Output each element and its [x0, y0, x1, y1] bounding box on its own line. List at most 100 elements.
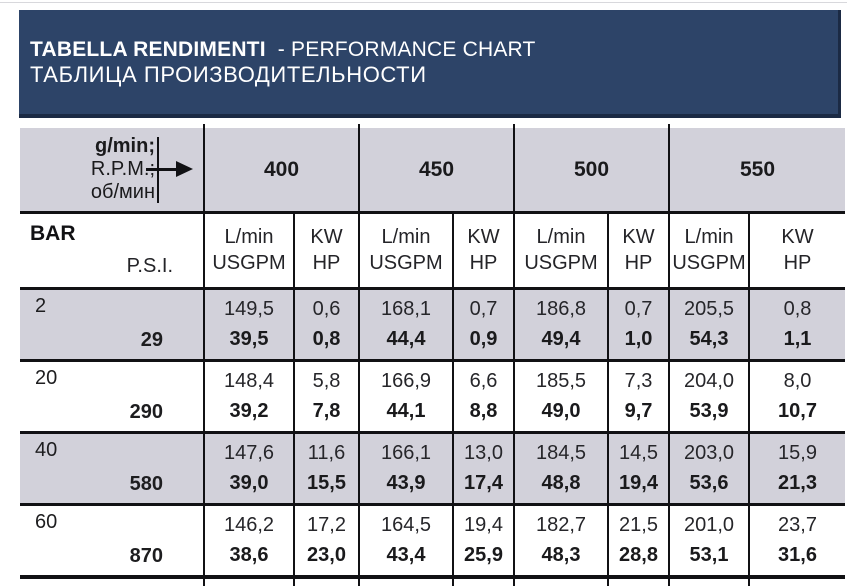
imperial-value: 19,4 [619, 472, 658, 494]
imperial-value: 38,6 [229, 544, 269, 566]
pressure-cell: 40 580 [20, 434, 203, 503]
pressure-cell: 20 290 [20, 362, 203, 431]
flow-value-cell: 164,5 43,4 [358, 506, 452, 575]
title-italian: TABELLA RENDIMENTI [30, 38, 266, 61]
metric-value: 147,6 [223, 442, 275, 464]
power-value-cell: 23,7 31,6 [748, 506, 845, 575]
imperial-value: 54,3 [689, 328, 729, 350]
header-divider [20, 211, 845, 214]
imperial-value: 39,0 [229, 472, 269, 494]
metric-value: 166,1 [380, 442, 432, 464]
metric-value: 0,7 [469, 298, 498, 320]
power-value-cell: 11,6 15,5 [293, 434, 358, 503]
metric-value: 6,6 [469, 370, 498, 392]
pressure-cell: 2 29 [20, 290, 203, 359]
table-body: 2 29 149,5 39,5 0,6 0,8 168,1 44,4 0,7 0,9 186,8… [20, 290, 845, 575]
metric-value: 0,6 [312, 298, 341, 320]
psi-value: 580 [129, 473, 163, 495]
metric-value: 5,8 [312, 370, 341, 392]
page-top-edge [0, 2, 847, 3]
flow-value-cell: 205,5 54,3 [668, 290, 748, 359]
metric-value: 17,2 [307, 514, 346, 536]
metric-value: 21,5 [619, 514, 658, 536]
tick-mark [668, 124, 670, 129]
bar-value: 60 [35, 511, 58, 533]
imperial-value: 15,5 [307, 472, 346, 494]
speed-header-500: 500 [513, 128, 668, 211]
tick-mark [513, 124, 515, 129]
metric-value: 15,9 [778, 442, 817, 464]
imperial-value: 0,9 [469, 328, 498, 350]
metric-value: 0,7 [624, 298, 653, 320]
table-bottom-rule [20, 575, 845, 586]
imperial-value: 25,9 [464, 544, 503, 566]
power-value-cell: 0,7 1,0 [607, 290, 668, 359]
metric-value: 168,1 [380, 298, 432, 320]
metric-value: 166,9 [380, 370, 432, 392]
flow-value-cell: 146,2 38,6 [203, 506, 293, 575]
imperial-value: 53,9 [689, 400, 729, 422]
psi-value: 29 [140, 329, 163, 351]
bar-value: 20 [35, 367, 58, 389]
flow-value-cell: 147,6 39,0 [203, 434, 293, 503]
table-row: 2 29 149,5 39,5 0,6 0,8 168,1 44,4 0,7 0,9 186,8… [20, 290, 845, 359]
tick-mark [358, 579, 360, 586]
arrow-right-icon [146, 161, 194, 178]
bar-header-label: BAR [30, 222, 76, 245]
table-row: 20 290 148,4 39,2 5,8 7,8 166,9 44,1 6,6 8,8 185… [20, 362, 845, 431]
row-divider [20, 503, 845, 506]
gmin-label: g/min; [95, 135, 155, 157]
power-value-cell: 0,8 1,1 [748, 290, 845, 359]
title-russian: ТАБЛИЦА ПРОИЗВОДИТЕЛЬНОСТИ [30, 62, 427, 87]
metric-value: 148,4 [223, 370, 275, 392]
flow-value-cell: 186,8 49,4 [513, 290, 607, 359]
metric-value: 205,5 [683, 298, 735, 320]
power-unit-cell: KW HP [607, 214, 668, 287]
metric-value: 146,2 [223, 514, 275, 536]
row-divider [20, 359, 845, 362]
metric-value: 184,5 [535, 442, 587, 464]
speed-header-row: g/min; R.P.M.; об/мин 400 450 500 550 [20, 124, 845, 211]
obmin-label: об/мин [90, 181, 155, 203]
power-value-cell: 14,5 19,4 [607, 434, 668, 503]
metric-value: 164,5 [380, 514, 432, 536]
metric-value: 14,5 [619, 442, 658, 464]
flow-value-cell: 149,5 39,5 [203, 290, 293, 359]
imperial-value: 17,4 [464, 472, 503, 494]
metric-value: 201,0 [683, 514, 735, 536]
power-unit-cell: KW HP [748, 214, 845, 287]
tick-mark [358, 124, 360, 129]
imperial-value: 53,1 [689, 544, 729, 566]
imperial-value: 49,0 [541, 400, 581, 422]
flow-value-cell: 201,0 53,1 [668, 506, 748, 575]
power-value-cell: 13,0 17,4 [452, 434, 513, 503]
bar-value: 2 [35, 295, 47, 317]
power-unit-cell: KW HP [452, 214, 513, 287]
flow-unit-cell: L/min USGPM [513, 214, 607, 287]
flow-value-cell: 185,5 49,0 [513, 362, 607, 431]
imperial-value: 31,6 [778, 544, 817, 566]
bar-value: 40 [35, 439, 58, 461]
psi-header-label: P.S.I. [126, 255, 173, 277]
imperial-value: 21,3 [778, 472, 817, 494]
metric-value: 149,5 [223, 298, 275, 320]
pressure-header-cell: BAR P.S.I. [20, 214, 203, 287]
metric-value: 11,6 [307, 442, 346, 464]
power-value-cell: 6,6 8,8 [452, 362, 513, 431]
speed-header-450: 450 [358, 128, 513, 211]
title-english: - PERFORMANCE CHART [277, 38, 536, 61]
imperial-value: 1,0 [624, 328, 653, 350]
flow-value-cell: 166,1 43,9 [358, 434, 452, 503]
tick-mark [293, 579, 295, 586]
flow-value-cell: 168,1 44,4 [358, 290, 452, 359]
metric-value: 186,8 [535, 298, 587, 320]
tick-mark [668, 579, 670, 586]
table-row: 40 580 147,6 39,0 11,6 15,5 166,1 43,9 13,0 17,… [20, 434, 845, 503]
tick-mark [452, 579, 454, 586]
flow-unit-cell: L/min USGPM [358, 214, 452, 287]
table-row: 60 870 146,2 38,6 17,2 23,0 164,5 43,4 19,4 25,… [20, 506, 845, 575]
power-value-cell: 17,2 23,0 [293, 506, 358, 575]
metric-value: 23,7 [778, 514, 817, 536]
power-unit-cell: KW HP [293, 214, 358, 287]
metric-value: 204,0 [683, 370, 735, 392]
